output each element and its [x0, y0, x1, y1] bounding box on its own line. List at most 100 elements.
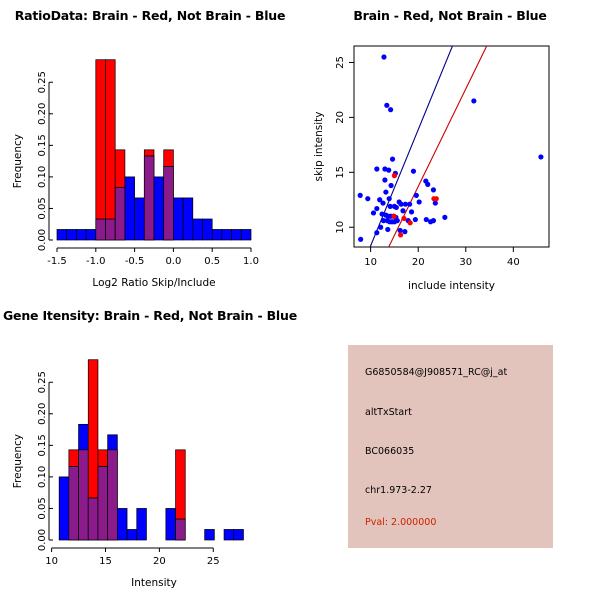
histogram-bar-blue: [117, 508, 128, 541]
intensity-scatter-svg: 10 15 20 25 10 20 30 40 include intensity skip in…: [313, 45, 550, 292]
histogram-bar-blue: [165, 508, 176, 541]
x-axis-tick-label: -0.5: [125, 256, 145, 267]
scatter-point: [378, 224, 384, 230]
y-axis-title: Frequency: [12, 134, 24, 188]
histogram-bar-red: [87, 359, 99, 499]
scatter-point: [382, 177, 388, 183]
ratio-histogram-axes: 0.00 0.05 0.10 0.15 0.20 0.25 -1.5 -1.0 -0.5 0.0 0…: [12, 71, 259, 289]
gene-intensity-histogram-axes: 0.00 0.05 0.10 0.15 0.20 0.25 10 15 20 25 Intensit…: [12, 371, 220, 589]
x-axis-tick-label: -1.5: [47, 256, 67, 267]
histogram-bar-blue: [223, 529, 235, 541]
histogram-bar-blue: [233, 529, 244, 541]
scatter-point: [384, 102, 390, 108]
histogram-bar-blue: [173, 197, 184, 241]
histogram-bar-red: [105, 59, 116, 220]
info-probe-id: G6850584@J908571_RC@j_at: [365, 367, 508, 378]
x-axis-tick-label: 10: [364, 257, 377, 268]
scatter-point: [391, 203, 398, 209]
histogram-bar-blue: [85, 229, 97, 241]
y-axis-tick-label: 0.20: [37, 403, 48, 425]
scatter-point: [407, 220, 413, 226]
ratio-histogram-bars: [56, 59, 252, 241]
histogram-bar-overlap: [163, 166, 174, 241]
gene-intensity-histogram-title: Gene Itensity: Brain - Red, Not Brain - …: [3, 308, 297, 323]
y-axis-tick-label: 0.00: [37, 529, 48, 551]
info-event-type: altTxStart: [365, 407, 412, 418]
histogram-bar-overlap: [97, 466, 109, 541]
scatter-point: [407, 201, 413, 207]
scatter-point: [370, 210, 377, 216]
x-axis-tick-label: 0.0: [165, 256, 181, 267]
histogram-bar-blue: [202, 218, 213, 241]
histogram-bar-overlap: [143, 155, 155, 241]
scatter-point: [398, 232, 404, 238]
scatter-point: [432, 200, 438, 206]
histogram-bar-blue: [231, 229, 242, 241]
y-axis-tick-label: 0.05: [37, 197, 48, 219]
scatter-point: [408, 209, 415, 215]
scatter-point: [471, 98, 477, 104]
info-locus: chr1.973-2.27: [365, 485, 432, 496]
scatter-point: [387, 203, 393, 209]
scatter-point: [391, 173, 398, 179]
histogram-bar-blue: [240, 229, 252, 241]
ratio-histogram-panel: RatioData: Brain - Red, Not Brain - Blue…: [0, 0, 300, 300]
scatter-point: [430, 218, 437, 224]
x-axis-tick-label: 10: [45, 556, 58, 567]
x-axis-tick-label: 25: [207, 556, 220, 567]
scatter-point: [401, 215, 407, 222]
scatter-point: [374, 230, 380, 236]
scatter-point: [383, 189, 389, 195]
scatter-point: [374, 205, 380, 212]
scatter-point: [397, 227, 403, 234]
scatter-point: [425, 181, 431, 187]
scatter-point: [430, 187, 437, 193]
histogram-bar-overlap: [68, 466, 79, 541]
intensity-scatter-title: Brain - Red, Not Brain - Blue: [353, 8, 547, 23]
y-axis-tick-label: 10: [335, 221, 346, 234]
scatter-point: [380, 200, 386, 206]
histogram-bar-blue: [76, 229, 87, 241]
y-axis-tick-label: 0.20: [37, 103, 48, 125]
y-axis-tick-label: 20: [335, 111, 346, 124]
histogram-bar-blue: [136, 508, 147, 541]
gene-intensity-histogram-panel: Gene Itensity: Brain - Red, Not Brain - …: [0, 300, 300, 600]
scatter-point: [423, 216, 429, 223]
x-axis-tick-label: 1.0: [243, 256, 259, 267]
ratio-histogram-svg: 0.00 0.05 0.10 0.15 0.20 0.25 -1.5 -1.0 -0.5 0.0 0…: [12, 59, 259, 289]
fit-line-brain-fit: [388, 46, 488, 247]
ratio-histogram-title: RatioData: Brain - Red, Not Brain - Blue: [14, 8, 286, 23]
histogram-bar-blue: [124, 176, 135, 241]
y-axis-tick-label: 0.10: [37, 166, 48, 188]
scatter-point: [410, 168, 417, 174]
histogram-bar-blue: [58, 476, 70, 541]
histogram-bar-blue: [134, 197, 145, 241]
y-axis-tick-label: 0.00: [37, 229, 48, 251]
info-accession: BC066035: [365, 446, 415, 457]
scatter-point: [381, 54, 387, 60]
gene-intensity-histogram-bars: [58, 359, 244, 541]
histogram-bar-blue: [211, 229, 223, 241]
histogram-bar-blue: [56, 229, 68, 241]
scatter-point: [416, 199, 422, 205]
scatter-point: [391, 213, 397, 219]
scatter-point: [433, 196, 439, 202]
scatter-point: [386, 196, 392, 202]
gene-info-box: G6850584@J908571_RC@j_at altTxStart BC06…: [348, 345, 553, 548]
scatter-point: [377, 197, 383, 203]
scatter-point: [388, 182, 394, 189]
scatter-point: [380, 218, 387, 224]
x-axis-tick-label: -1.0: [86, 256, 106, 267]
y-axis-tick-label: 0.10: [37, 466, 48, 488]
y-axis-tick-label: 15: [335, 166, 346, 179]
histogram-bar-blue: [66, 229, 77, 241]
y-axis-tick-label: 0.05: [37, 497, 48, 519]
scatter-point: [374, 166, 380, 172]
y-axis-tick-label: 0.25: [37, 71, 48, 93]
histogram-bar-blue: [221, 229, 232, 241]
y-axis-tick-label: 0.25: [37, 371, 48, 393]
x-axis-tick-label: 40: [507, 257, 520, 268]
histogram-bar-red: [175, 449, 186, 520]
x-axis-title: include intensity: [408, 280, 495, 292]
x-axis-title: Log2 Ratio Skip/Include: [92, 277, 215, 289]
